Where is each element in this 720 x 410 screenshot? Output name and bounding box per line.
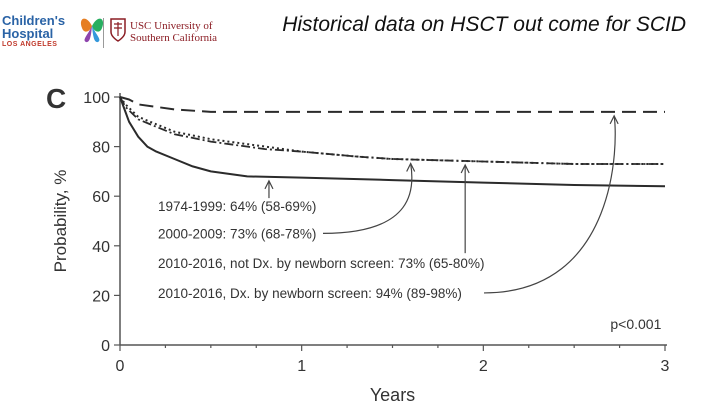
label-arrowhead-3 [609,114,619,125]
label-arrowhead-2 [460,163,470,174]
chla-wordmark: Children's Hospital LOS ANGELES [2,14,65,48]
chla-line2: Hospital [2,26,54,41]
series-line-2 [119,96,665,165]
usc-seal-icon [110,18,126,42]
x-tick-label-0: 0 [116,358,125,375]
chla-logo [80,18,104,43]
x-tick-label-2: 2 [479,358,488,375]
label-arrowhead-1 [406,162,416,172]
series-label-3: 2010-2016, Dx. by newborn screen: 94% (8… [158,286,462,301]
butterfly-icon [80,18,104,43]
series-label-0: 1974-1999: 64% (58-69%) [158,199,316,214]
logo-divider [103,18,104,48]
slide-title: Historical data on HSCT out come for SCI… [282,13,686,36]
series-label-2: 2010-2016, not Dx. by newborn screen: 73… [158,256,484,271]
survival-chart: 0 20 40 60 80 100 0 1 2 3 Years Probability, % C 1974… [0,80,720,405]
logo-bar: Children's Hospital LOS ANGELES USC Univ… [0,8,260,52]
y-axis-label: Probability, % [51,170,70,273]
series-line-3 [119,96,665,113]
chart-svg: 0 20 40 60 80 100 0 1 2 3 Years Probability, % C 1974… [46,83,670,405]
x-tick-label-3: 3 [661,358,670,375]
y-tick-label-60: 60 [92,189,110,206]
y-tick-label-80: 80 [92,140,110,157]
usc-wordmark: USC University of Southern California [130,20,217,44]
panel-label: C [46,83,66,114]
series-line-1 [119,96,665,165]
chla-line1: Children's [2,13,66,28]
y-tick-label-0: 0 [101,338,110,355]
y-tick-label-100: 100 [83,90,110,107]
x-axis-label: Years [370,385,415,405]
chla-line3: LOS ANGELES [2,41,58,48]
x-tick-label-1: 1 [297,358,306,375]
y-tick-label-40: 40 [92,239,110,256]
p-value-annotation: p<0.001 [610,316,661,332]
label-arrow-1 [322,163,413,234]
usc-line1: USC University of [130,20,213,32]
label-arrow-3 [483,115,616,294]
label-arrowhead-0 [264,179,274,190]
usc-line2: Southern California [130,32,218,44]
series-line-0 [119,96,666,188]
series-label-1: 2000-2009: 73% (68-78%) [158,226,316,241]
y-tick-label-20: 20 [92,288,110,305]
